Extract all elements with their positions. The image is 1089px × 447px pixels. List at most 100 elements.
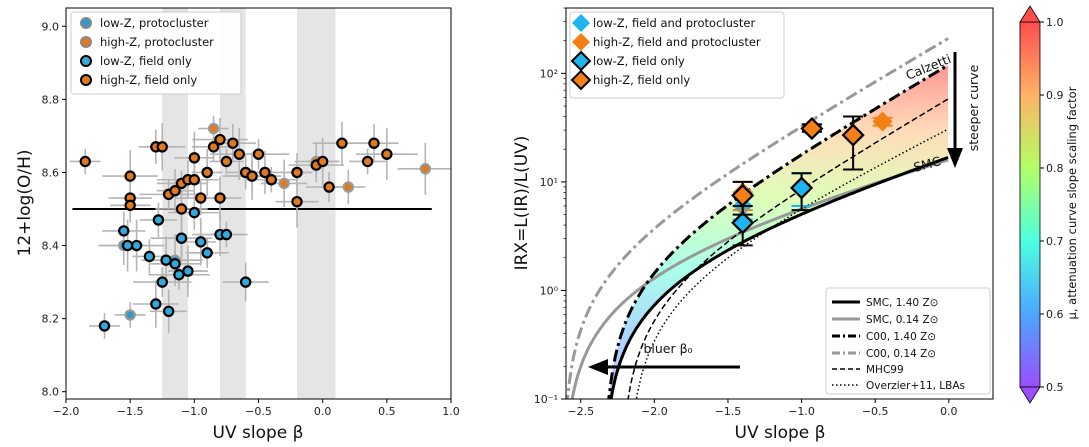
left-scatter-point bbox=[143, 250, 156, 263]
colorbar-tick-label: 0.9 bbox=[1046, 89, 1064, 102]
left-x-tick-label: 0.5 bbox=[378, 405, 396, 418]
right-axes-frame bbox=[565, 7, 994, 400]
left-scatter-point bbox=[214, 192, 226, 204]
right-plot-area bbox=[566, 37, 949, 399]
left-scatter-point bbox=[124, 309, 136, 321]
colorbar: 0.5 0.6 0.7 0.8 0.9 1.0 μ, attenuation curve … bbox=[1019, 5, 1079, 404]
left-scatter-point bbox=[152, 214, 165, 226]
left-scatter-point bbox=[160, 254, 172, 266]
colorbar-bottom-extend bbox=[1019, 386, 1041, 404]
left-scatter-point bbox=[361, 155, 374, 168]
legend-diamond-high-z-all bbox=[572, 33, 590, 51]
legend-label-high-z-protocluster: high-Z, protocluster bbox=[100, 35, 214, 49]
legend-diamond-low-z-all bbox=[572, 14, 590, 32]
left-scatter-point bbox=[150, 298, 162, 310]
right-y-tick-label: 10⁻¹ bbox=[534, 393, 558, 406]
left-legend: low-Z, protocluster high-Z, protocluster… bbox=[70, 11, 242, 95]
colorbar-top-extend bbox=[1019, 5, 1041, 23]
left-x-tick-label: −0.5 bbox=[245, 405, 272, 418]
left-scatter-point bbox=[220, 155, 233, 168]
colorbar-tick-label: 0.5 bbox=[1046, 381, 1064, 394]
left-scatter-point bbox=[175, 232, 188, 244]
curve-label-smc: SMC bbox=[912, 153, 943, 175]
steeper-curve-arrowhead bbox=[947, 148, 963, 168]
right-y-tick-label: 10⁰ bbox=[540, 284, 559, 297]
curve-mhc99 bbox=[627, 98, 949, 399]
bluer-beta-arrowhead bbox=[588, 359, 608, 375]
legend-marker-low-z-field bbox=[80, 55, 92, 67]
left-x-axis-label: UV slope β bbox=[213, 423, 304, 443]
left-scatter-point bbox=[291, 195, 303, 208]
left-x-tick-label: −2.0 bbox=[53, 405, 80, 418]
colorbar-tick-label: 1.0 bbox=[1046, 16, 1064, 29]
right-x-tick-label: −2.0 bbox=[641, 405, 668, 418]
right-diamond-point bbox=[872, 111, 893, 132]
left-scatter-point bbox=[188, 206, 201, 219]
right-diamond-point bbox=[790, 176, 814, 200]
left-scatter-point bbox=[130, 239, 143, 252]
colorbar-tick-label: 0.8 bbox=[1046, 162, 1064, 175]
right-x-tick-label: 0.0 bbox=[940, 405, 958, 418]
legend-marker-high-z-protocluster bbox=[80, 36, 92, 48]
left-scatter-point bbox=[220, 228, 233, 241]
legend-label-c00-high: C00, 1.40 Z⊙ bbox=[866, 331, 936, 343]
left-scatter-point bbox=[214, 133, 226, 146]
right-x-tick-label: −1.0 bbox=[788, 405, 815, 418]
left-scatter-point bbox=[342, 181, 355, 193]
right-x-axis-label: UV slope β bbox=[735, 423, 826, 443]
legend-marker-low-z-protocluster bbox=[80, 17, 92, 29]
left-scatter-point bbox=[316, 155, 329, 168]
right-diamond-point bbox=[841, 123, 865, 147]
left-legend-box bbox=[70, 11, 242, 95]
colorbar-tick-label: 0.6 bbox=[1046, 308, 1064, 321]
left-x-tick-label: 1.0 bbox=[442, 405, 460, 418]
legend-label-low-z-protocluster: low-Z, protocluster bbox=[100, 16, 209, 30]
left-scatter-point bbox=[98, 320, 111, 332]
left-scatter-point bbox=[156, 141, 168, 153]
left-scatter-point bbox=[124, 199, 136, 212]
legend-label-smc-high: SMC, 1.40 Z⊙ bbox=[866, 297, 938, 309]
right-data-points bbox=[731, 111, 893, 247]
left-scatter-point bbox=[278, 177, 290, 190]
left-scatter-point bbox=[169, 258, 181, 270]
left-scatter-point bbox=[188, 174, 201, 186]
left-y-tick-label: 9.0 bbox=[42, 20, 60, 33]
legend-label-low-z-field-right: low-Z, field only bbox=[593, 54, 685, 68]
left-scatter-point bbox=[201, 247, 213, 259]
colorbar-body bbox=[1019, 21, 1041, 388]
left-scatter-point bbox=[252, 148, 265, 160]
left-scatter-point bbox=[207, 122, 220, 135]
beta-band-2 bbox=[297, 8, 336, 399]
right-legend-top: low-Z, field and protocluster high-Z, fi… bbox=[569, 11, 785, 99]
left-scatter-point bbox=[121, 239, 134, 252]
left-scatter-point bbox=[124, 170, 136, 182]
colorbar-ticks: 0.5 0.6 0.7 0.8 0.9 1.0 bbox=[1040, 16, 1064, 394]
left-scatter-point bbox=[239, 276, 252, 288]
bluer-beta-label: bluer β₀ bbox=[643, 341, 692, 356]
left-scatter-point bbox=[188, 152, 201, 164]
colorbar-label: μ, attenuation curve slope scaling facto… bbox=[1065, 86, 1079, 319]
left-scatter-point bbox=[259, 166, 271, 179]
right-diamond-point bbox=[731, 183, 755, 208]
left-scatter-point bbox=[79, 155, 91, 168]
left-x-tick-label: −1.5 bbox=[117, 405, 144, 418]
left-scatter-point bbox=[162, 305, 175, 317]
curve-smc-high-z bbox=[609, 156, 949, 399]
right-legend-bottom-box bbox=[825, 287, 991, 395]
steeper-curve-label: steeper curve bbox=[966, 64, 981, 151]
legend-label-low-z-all: low-Z, field and protocluster bbox=[593, 16, 755, 30]
left-scatter-point bbox=[381, 148, 393, 160]
left-y-tick-label: 8.2 bbox=[42, 313, 60, 326]
right-x-tick-label: −0.5 bbox=[862, 405, 889, 418]
left-scatter-point bbox=[336, 137, 348, 149]
right-x-tick-label: −2.5 bbox=[567, 405, 594, 418]
curve-overzier11 bbox=[635, 128, 949, 399]
legend-label-overzier: Overzier+11, LBAs bbox=[866, 380, 965, 392]
left-y-tick-label: 8.8 bbox=[42, 93, 60, 106]
left-panel: −2.0 −1.5 −1.0 −0.5 0.0 0.5 1.0 8.08.28.48.68.… bbox=[15, 7, 460, 443]
left-y-tick-label: 8.0 bbox=[42, 386, 60, 399]
legend-label-c00-low: C00, 0.14 Z⊙ bbox=[866, 348, 936, 360]
left-scatter-point bbox=[227, 137, 239, 149]
right-panel: −2.5 −2.0 −1.5 −1.0 −0.5 0.0 10⁻¹ 10⁰ 10¹ 10² UV… bbox=[512, 7, 994, 443]
